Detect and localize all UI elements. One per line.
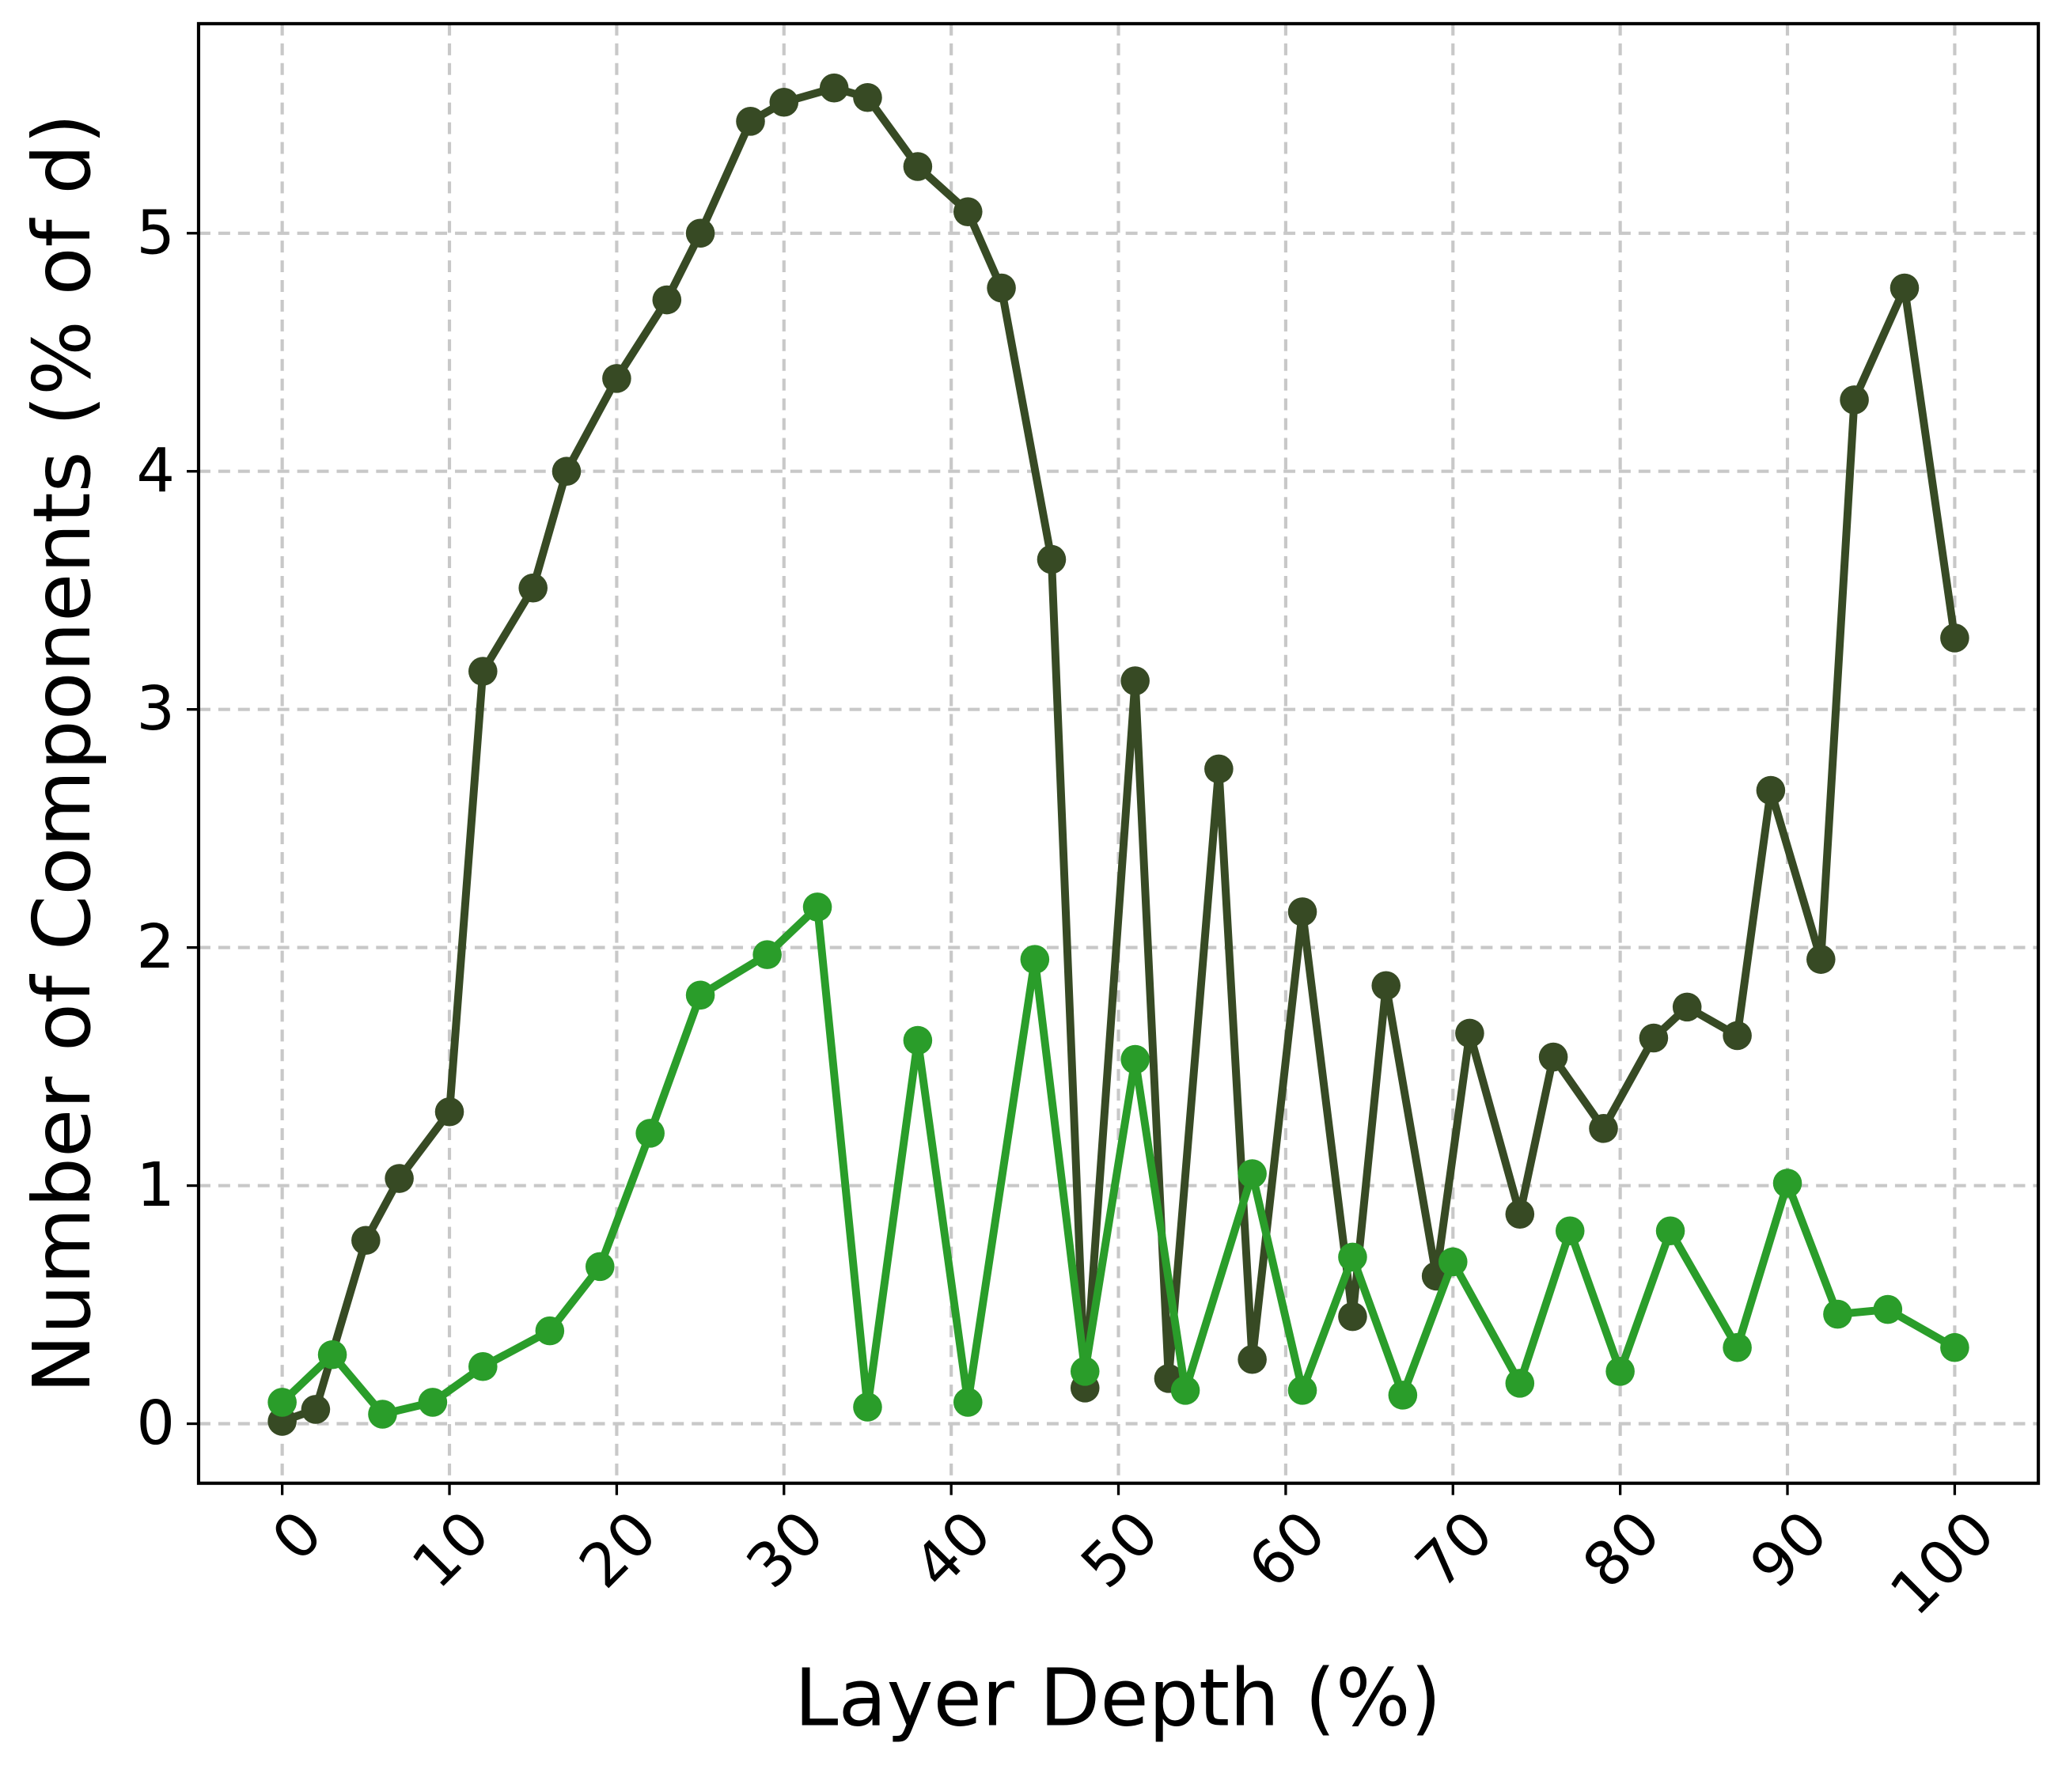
x-tick-label: 50 (1068, 1498, 1173, 1602)
marker (1840, 385, 1869, 415)
marker (1204, 754, 1234, 784)
marker (652, 285, 682, 315)
marker (1037, 544, 1067, 574)
marker (1605, 1357, 1635, 1386)
series (267, 73, 1969, 1436)
x-tick-label: 60 (1235, 1498, 1340, 1602)
x-tick-label: 70 (1403, 1498, 1507, 1602)
marker (1371, 971, 1401, 1001)
marker (1020, 945, 1050, 974)
marker (903, 1025, 933, 1055)
marker (1555, 1216, 1585, 1246)
marker (1120, 1044, 1150, 1074)
marker (1756, 775, 1786, 805)
plot-frame (196, 21, 2041, 1485)
marker (1672, 992, 1702, 1022)
marker (752, 940, 782, 969)
marker (903, 152, 933, 181)
marker (468, 657, 498, 686)
marker (1723, 1021, 1752, 1051)
y-tick-label: 3 (136, 674, 175, 744)
marker (635, 1119, 665, 1148)
x-tick-label: 80 (1570, 1498, 1674, 1602)
marker (1538, 1042, 1568, 1072)
marker (953, 197, 983, 226)
marker (1287, 1376, 1317, 1405)
marker (1589, 1114, 1618, 1143)
marker (1338, 1301, 1367, 1332)
marker (853, 82, 882, 112)
line (279, 903, 1957, 1419)
marker (585, 1252, 615, 1282)
marker (1505, 1199, 1535, 1229)
marker (1287, 897, 1317, 926)
marker (1388, 1381, 1418, 1410)
y-axis-label: Number of Components (% of d) (16, 113, 108, 1393)
marker (953, 1388, 983, 1417)
x-tick-label: 0 (259, 1498, 335, 1574)
series (267, 892, 1969, 1429)
marker (1806, 945, 1836, 974)
marker (351, 1226, 381, 1256)
marker (385, 1164, 414, 1193)
marker (819, 73, 849, 103)
y-tick-label: 2 (136, 912, 175, 983)
marker (1823, 1299, 1852, 1329)
marker (685, 218, 715, 248)
x-tick-label: 100 (1877, 1498, 2008, 1629)
marker (1639, 1023, 1669, 1053)
marker (1438, 1247, 1468, 1277)
marker (418, 1388, 448, 1417)
marker (1940, 623, 1969, 653)
marker (267, 1388, 297, 1417)
y-tick-label: 0 (136, 1389, 175, 1459)
marker (769, 87, 799, 117)
y-tick-label: 4 (136, 436, 175, 506)
marker (1455, 1018, 1484, 1048)
x-axis-label: Layer Depth (%) (794, 1652, 1442, 1745)
marker (518, 573, 548, 603)
marker (1170, 1376, 1200, 1405)
marker (368, 1400, 397, 1429)
marker (802, 892, 832, 922)
marker (685, 980, 715, 1010)
marker (535, 1316, 565, 1346)
marker (317, 1339, 347, 1370)
y-tick-label: 5 (136, 198, 175, 268)
x-tick-label: 30 (733, 1498, 838, 1602)
marker (1505, 1369, 1535, 1398)
marker (1723, 1332, 1752, 1362)
marker (602, 364, 631, 393)
marker (1890, 273, 1920, 303)
x-tick-label: 20 (567, 1498, 671, 1602)
y-tick-label: 1 (136, 1150, 175, 1221)
marker (468, 1351, 498, 1381)
marker (1238, 1159, 1267, 1188)
x-tick-label: 90 (1737, 1498, 1841, 1602)
x-tick-label: 10 (399, 1498, 503, 1602)
marker (1120, 666, 1150, 695)
marker (434, 1097, 464, 1127)
line (280, 84, 1959, 1426)
marker (1873, 1294, 1903, 1324)
marker (1655, 1216, 1685, 1246)
marker (1940, 1332, 1969, 1362)
marker (1338, 1242, 1367, 1272)
marker (1772, 1169, 1802, 1198)
x-tick-label: 40 (900, 1498, 1005, 1602)
marker (736, 107, 765, 136)
marker (552, 457, 582, 486)
marker (1238, 1344, 1267, 1374)
marker (1070, 1357, 1100, 1386)
marker (301, 1395, 331, 1424)
marker (853, 1392, 882, 1422)
marker (987, 273, 1016, 303)
